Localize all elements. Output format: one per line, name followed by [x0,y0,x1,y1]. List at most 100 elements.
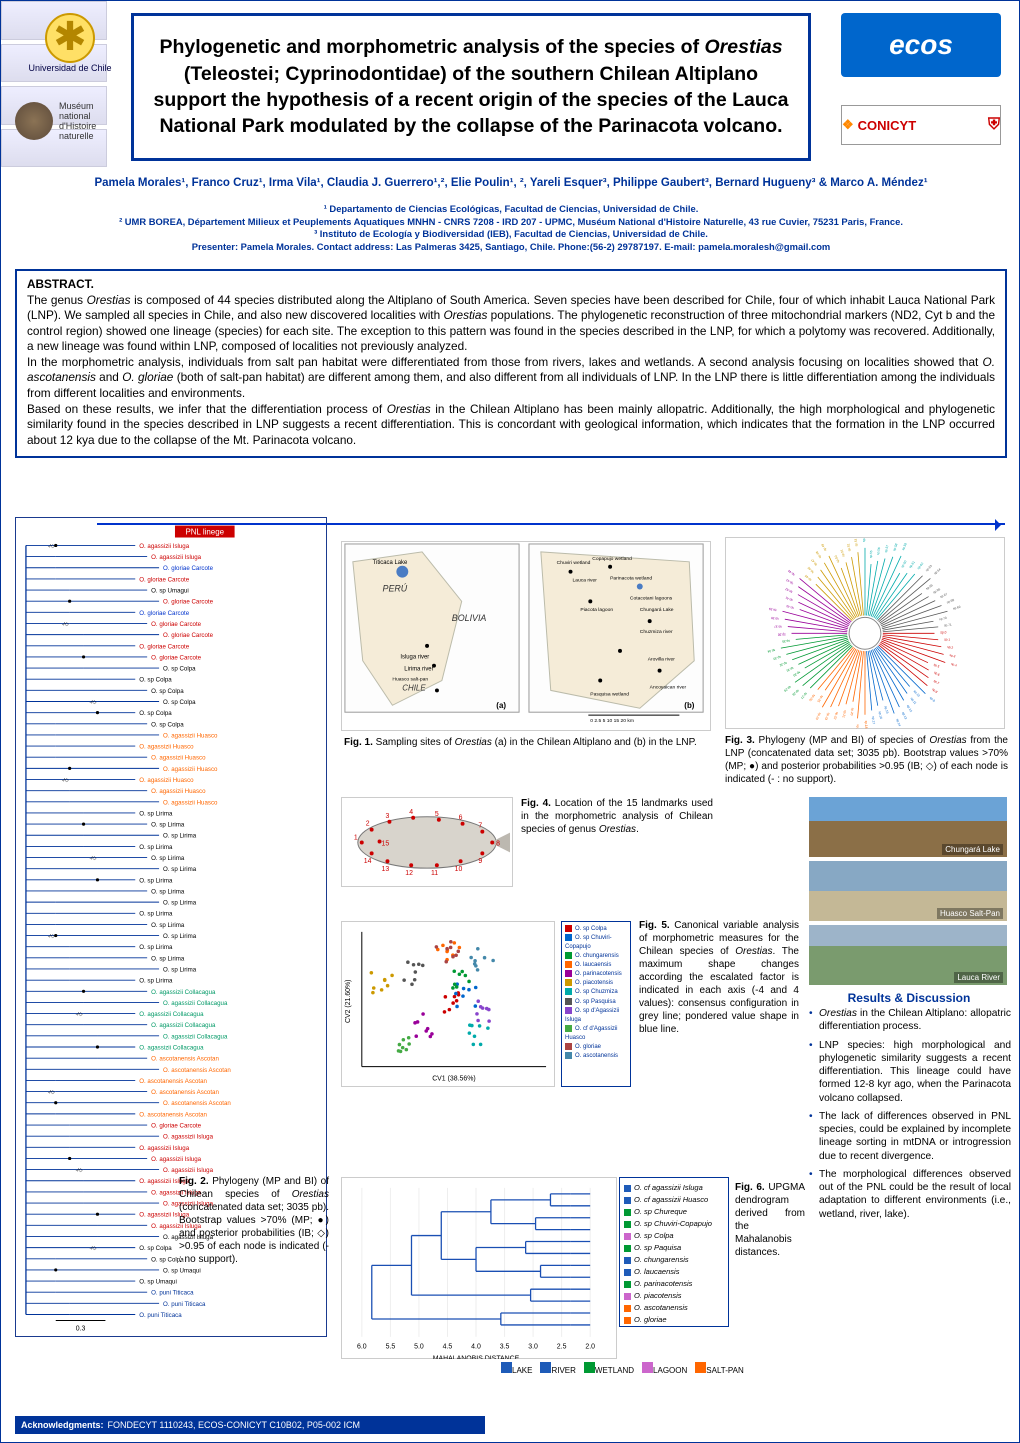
svg-text:O. sp Colpa: O. sp Colpa [151,688,184,695]
results-box: Orestias in the Chilean Altiplano: allop… [809,1007,1011,1226]
svg-text:PERÚ: PERÚ [383,583,408,593]
svg-text:-/◇: -/◇ [90,699,97,705]
fig6-habitat-legend: LAKERIVERWETLANDLAGOONSALT-PAN [501,1362,881,1375]
svg-text:sp.21: sp.21 [841,710,847,719]
svg-text:O. agassizii Isluga: O. agassizii Isluga [139,543,190,550]
svg-text:4: 4 [409,809,413,816]
photo-huasco: Huasco Salt-Pan [809,861,1007,921]
ack-text: FONDECYT 1110243, ECOS-CONICYT C10B02, P… [108,1420,360,1430]
fig5-legend-box: O. sp ColpaO. sp Chuviri-CopapujoO. chun… [561,921,631,1087]
svg-text:sp.22: sp.22 [833,711,839,720]
svg-text:sp.29: sp.29 [783,685,792,693]
fig5-cva-scatter: CV1 (38.56%)CV2 (21.60%) [341,921,555,1087]
svg-text:O. sp Colpa: O. sp Colpa [139,1245,172,1252]
svg-text:O. sp Lirima: O. sp Lirima [139,978,173,985]
svg-text:Titicaca Lake: Titicaca Lake [373,560,408,566]
logo-mnhn-label: Muséum national d'Histoire naturelle [59,101,125,141]
svg-text:O. agassizii Isluga: O. agassizii Isluga [139,1145,190,1152]
title-genus: Orestias [705,36,783,58]
svg-text:6.0: 6.0 [357,1344,367,1351]
svg-text:sp.39: sp.39 [768,607,777,613]
svg-text:sp.18: sp.18 [864,721,868,729]
svg-text:O. agassizii Huasco: O. agassizii Huasco [163,799,218,806]
svg-text:O. agassizii Huasco: O. agassizii Huasco [139,744,194,751]
fig6-txt: UPGMA dendrogram derived from the Mahala… [735,1182,805,1258]
logo-conicyt-label: CONICYT [858,118,917,133]
svg-text:O. sp Lirima: O. sp Lirima [163,900,197,907]
svg-text:sp.27: sp.27 [800,692,808,700]
svg-text:Isluga river: Isluga river [400,655,429,661]
svg-text:5.0: 5.0 [414,1344,424,1351]
svg-text:sp.30: sp.30 [792,670,801,677]
svg-text:O. agassizii Huasco: O. agassizii Huasco [151,755,206,762]
svg-text:O. gloriae Carcote: O. gloriae Carcote [163,565,214,572]
svg-text:Cotacotani lagoons: Cotacotani lagoons [630,595,673,601]
svg-text:sp.23: sp.23 [824,712,831,721]
fig1-maps: PERÚ BOLIVIA CHILE Titicaca Lake Isluga … [341,541,711,731]
svg-text:4.0: 4.0 [471,1344,481,1351]
affil-1: ¹ Departamento de Ciencias Ecológicas, F… [19,203,1003,216]
svg-text:MAHALANOBIS DISTANCE: MAHALANOBIS DISTANCE [433,1356,520,1359]
results-item: The lack of differences observed in PNL … [809,1110,1011,1163]
svg-text:-/◇: -/◇ [76,1012,83,1018]
ack-label: Acknowledgments: [21,1420,104,1430]
svg-text:sp.52: sp.52 [846,543,851,552]
svg-text:O. sp Lirima: O. sp Lirima [163,933,197,940]
svg-text:sp.67: sp.67 [939,592,948,599]
svg-text:O. sp Lirima: O. sp Lirima [163,966,197,973]
svg-text:O. sp Lirima: O. sp Lirima [139,944,173,951]
title-box: Phylogenetic and morphometric analysis o… [131,13,811,161]
svg-text:7: 7 [478,823,482,830]
fig2-caption: Fig. 2. Phylogeny (MP and BI) of Chilean… [179,1175,329,1266]
svg-text:O. agassizii Isluga: O. agassizii Isluga [151,1156,202,1163]
svg-text:O. sp Lirima: O. sp Lirima [163,866,197,873]
svg-text:O. sp Colpa: O. sp Colpa [163,699,196,706]
fig1-caption: Fig. 1. Sampling sites of Orestias (a) i… [344,736,708,749]
svg-text:O. agassizii Collacagua: O. agassizii Collacagua [139,1044,204,1051]
fig1-txt: Sampling sites of [373,737,455,748]
svg-text:sp.56: sp.56 [876,547,881,556]
svg-text:O. agassizii Huasco: O. agassizii Huasco [163,766,218,773]
svg-text:O. gloriae Carcote: O. gloriae Carcote [163,632,214,639]
fig5-txt2: . The maximum shape changes according th… [639,946,799,1035]
svg-text:O. puni Titicaca: O. puni Titicaca [163,1301,206,1308]
svg-text:sp.40: sp.40 [786,604,795,610]
svg-text:Chungará Lake: Chungará Lake [640,607,674,613]
svg-text:sp.13: sp.13 [901,711,908,720]
svg-text:O. sp Lirima: O. sp Lirima [139,810,173,817]
fig1-genus: Orestias [455,737,492,748]
svg-text:O. sp Lirima: O. sp Lirima [151,922,185,929]
svg-text:3: 3 [385,813,389,820]
svg-text:5: 5 [435,811,439,818]
svg-text:sp.28: sp.28 [791,689,800,697]
fig3-circular-tree: sp.0sp.1sp.2sp.3sp.4sp.5sp.6sp.7sp.8sp.9… [725,537,1005,729]
results-heading: Results & Discussion [809,991,1009,1005]
svg-text:sp.14: sp.14 [895,718,901,727]
svg-text:O. gloriae Carcote: O. gloriae Carcote [151,1123,202,1130]
fig6-caption: Fig. 6. UPGMA dendrogram derived from th… [735,1181,805,1259]
svg-text:O. agassizii Collacagua: O. agassizii Collacagua [163,1033,228,1040]
photo-chungara: Chungará Lake [809,797,1007,857]
svg-text:O. ascotanensis Ascotan: O. ascotanensis Ascotan [163,1067,231,1074]
svg-text:sp.64: sp.64 [933,567,942,575]
seal-icon [15,102,53,140]
results-item: Orestias in the Chilean Altiplano: allop… [809,1007,1011,1034]
svg-text:sp.59: sp.59 [901,542,908,551]
svg-text:Piacota lagoon: Piacota lagoon [580,607,613,613]
svg-text:0.3: 0.3 [76,1325,86,1332]
svg-text:sp.54: sp.54 [862,538,866,542]
fig3-caption: Fig. 3. Phylogeny (MP and BI) of species… [725,734,1008,786]
svg-text:sp.37: sp.37 [774,624,782,629]
svg-text:sp.50: sp.50 [834,555,840,564]
fig4-caption: Fig. 4. Location of the 15 landmarks use… [521,797,713,836]
svg-text:sp.51: sp.51 [839,549,845,558]
svg-text:O. agassizii Huasco: O. agassizii Huasco [163,732,218,739]
svg-text:Chuviri wetland: Chuviri wetland [557,560,591,566]
svg-text:-/◇: -/◇ [90,1246,97,1252]
svg-text:O. sp Umaqui: O. sp Umaqui [139,1279,177,1286]
svg-text:sp.2: sp.2 [947,645,954,650]
fig3-txt: Phylogeny (MP and BI) of species of [755,735,930,746]
svg-text:O. ascotanensis Ascotan: O. ascotanensis Ascotan [151,1089,219,1096]
svg-text:sp.31: sp.31 [785,666,794,673]
svg-text:sp.34: sp.34 [767,648,776,653]
